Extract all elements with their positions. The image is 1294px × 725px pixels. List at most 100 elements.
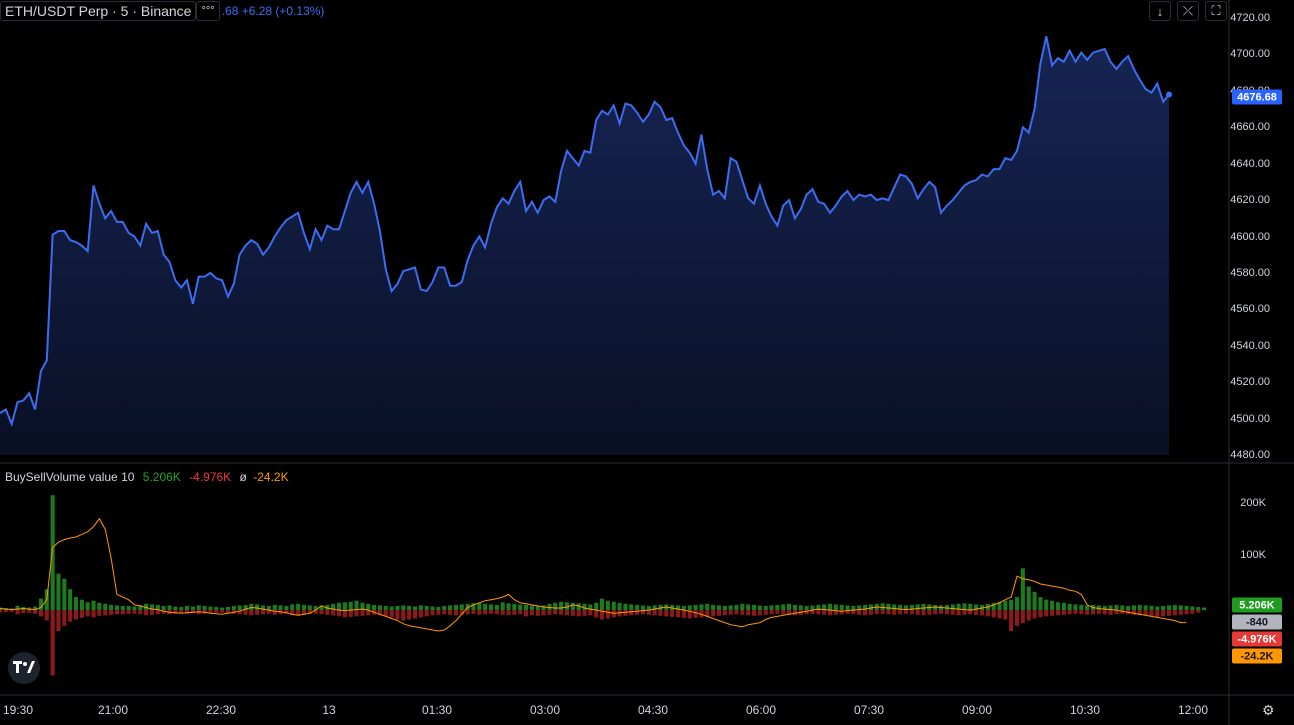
time-tick-label: 06:00 bbox=[745, 703, 777, 717]
sell-volume-bar bbox=[892, 610, 897, 615]
indicator-legend[interactable]: BuySellVolume value 10 5.206K -4.976K ø … bbox=[5, 470, 294, 484]
buy-volume-bar bbox=[225, 607, 230, 611]
sell-volume-bar bbox=[611, 610, 616, 618]
sell-volume-bar bbox=[261, 610, 266, 615]
buy-volume-bar bbox=[301, 604, 306, 611]
time-tick-label: 01:30 bbox=[421, 703, 453, 717]
buy-volume-bar bbox=[512, 603, 517, 611]
buy-volume-bar bbox=[1009, 599, 1014, 611]
ohlc-change-text: .68 +6.28 (+0.13%) bbox=[221, 4, 325, 18]
symbol-title[interactable]: ETH/USDT Perp · 5 · Binance bbox=[0, 1, 197, 21]
sell-volume-bar bbox=[1149, 610, 1154, 617]
buy-volume-bar bbox=[956, 603, 961, 611]
time-tick-label: 21:00 bbox=[97, 703, 129, 717]
buy-volume-bar bbox=[693, 604, 698, 611]
sell-volume-bar bbox=[640, 610, 645, 615]
buy-volume-bar bbox=[681, 605, 686, 611]
collapse-icon[interactable]: ⤫ bbox=[1177, 1, 1199, 21]
sell-volume-bar bbox=[1108, 610, 1113, 615]
buy-volume-bar bbox=[1085, 605, 1090, 611]
buy-volume-bar bbox=[1161, 605, 1166, 611]
buy-volume-bar bbox=[652, 605, 657, 611]
buy-volume-bar bbox=[833, 604, 838, 611]
buy-volume-bar bbox=[1055, 602, 1060, 611]
indicator-phi-symbol: ø bbox=[239, 470, 247, 484]
buy-volume-bar bbox=[307, 605, 312, 611]
sell-volume-bar bbox=[377, 610, 382, 616]
buy-volume-bar bbox=[319, 605, 324, 611]
sell-volume-bar bbox=[1009, 610, 1014, 631]
buy-volume-bar bbox=[851, 605, 856, 611]
sell-volume-bar bbox=[979, 610, 984, 616]
buy-volume-bar bbox=[524, 604, 529, 611]
sell-volume-bar bbox=[9, 610, 14, 612]
sell-volume-bar bbox=[413, 610, 418, 619]
buy-volume-bar bbox=[436, 607, 441, 611]
sell-volume-bar bbox=[266, 610, 271, 614]
buy-volume-bar bbox=[249, 603, 254, 611]
sell-volume-bar bbox=[453, 610, 458, 616]
buy-volume-bar bbox=[752, 604, 757, 611]
buy-volume-bar bbox=[944, 604, 949, 611]
buy-volume-bar bbox=[903, 605, 908, 611]
sell-volume-bar bbox=[909, 610, 914, 615]
buy-volume-bar bbox=[740, 603, 745, 611]
buy-volume-bar bbox=[1172, 604, 1177, 611]
buy-volume-bar bbox=[348, 601, 353, 611]
sell-volume-bar bbox=[927, 610, 932, 615]
scroll-down-icon[interactable]: ↓ bbox=[1149, 1, 1171, 21]
buy-volume-bar bbox=[1143, 605, 1148, 611]
sell-volume-bar bbox=[3, 610, 8, 613]
price-tick-label: 4700.00 bbox=[1230, 48, 1270, 61]
sell-volume-bar bbox=[845, 610, 850, 614]
fullscreen-icon[interactable]: ⛶ bbox=[1205, 1, 1227, 21]
sell-volume-bar bbox=[1026, 610, 1031, 621]
time-tick-label: 19:30 bbox=[2, 703, 34, 717]
sell-volume-bar bbox=[1161, 610, 1166, 617]
sell-volume-bar bbox=[687, 610, 692, 619]
sell-volume-bar bbox=[488, 610, 493, 614]
sell-volume-bar bbox=[600, 610, 605, 620]
gear-icon[interactable]: ⚙ bbox=[1262, 702, 1275, 718]
buy-volume-bar bbox=[453, 604, 458, 611]
buy-volume-bar bbox=[909, 604, 914, 611]
sell-volume-bar bbox=[73, 610, 78, 620]
sell-volume-bar bbox=[21, 610, 26, 614]
sell-volume-bar bbox=[711, 610, 716, 617]
buy-volume-bar bbox=[173, 606, 178, 611]
buy-volume-bar bbox=[190, 606, 195, 611]
tradingview-logo-icon[interactable] bbox=[8, 652, 40, 684]
buy-volume-bar bbox=[979, 604, 984, 611]
time-tick-label: 13 bbox=[322, 703, 336, 717]
sell-volume-bar bbox=[570, 610, 575, 616]
indicator-name[interactable]: BuySellVolume value 10 bbox=[5, 470, 135, 484]
sell-volume-bar bbox=[272, 610, 277, 615]
sell-volume-bar bbox=[944, 610, 949, 615]
symbol-header[interactable]: ETH/USDT Perp · 5 · Binance °°° .68 +6.2… bbox=[0, 0, 324, 22]
sell-volume-bar bbox=[173, 610, 178, 614]
buy-volume-bar bbox=[997, 601, 1002, 611]
buy-volume-bar bbox=[728, 605, 733, 611]
sell-volume-bar bbox=[1120, 610, 1125, 614]
sell-volume-bar bbox=[307, 610, 312, 615]
sell-volume-bar bbox=[652, 610, 657, 616]
sell-volume-bar bbox=[1137, 610, 1142, 616]
more-dots-icon[interactable]: °°° bbox=[196, 1, 220, 21]
sell-volume-bar bbox=[787, 610, 792, 615]
buy-volume-bar bbox=[1020, 568, 1025, 611]
sell-volume-bar bbox=[120, 610, 125, 615]
buy-volume-bar bbox=[1038, 597, 1043, 611]
buy-volume-bar bbox=[810, 605, 815, 611]
sell-volume-bar bbox=[617, 610, 622, 617]
sell-volume-bar bbox=[734, 610, 739, 615]
sell-volume-bar bbox=[939, 610, 944, 614]
buy-volume-bar bbox=[366, 603, 371, 611]
sell-volume-bar bbox=[903, 610, 908, 614]
sell-volume-bar bbox=[407, 610, 412, 620]
buy-volume-bar bbox=[114, 605, 119, 611]
buy-volume-bar bbox=[1190, 606, 1195, 611]
sell-volume-bar bbox=[991, 610, 996, 618]
volume-value-badge: 5.206K bbox=[1232, 597, 1282, 613]
buy-volume-bar bbox=[144, 603, 149, 611]
